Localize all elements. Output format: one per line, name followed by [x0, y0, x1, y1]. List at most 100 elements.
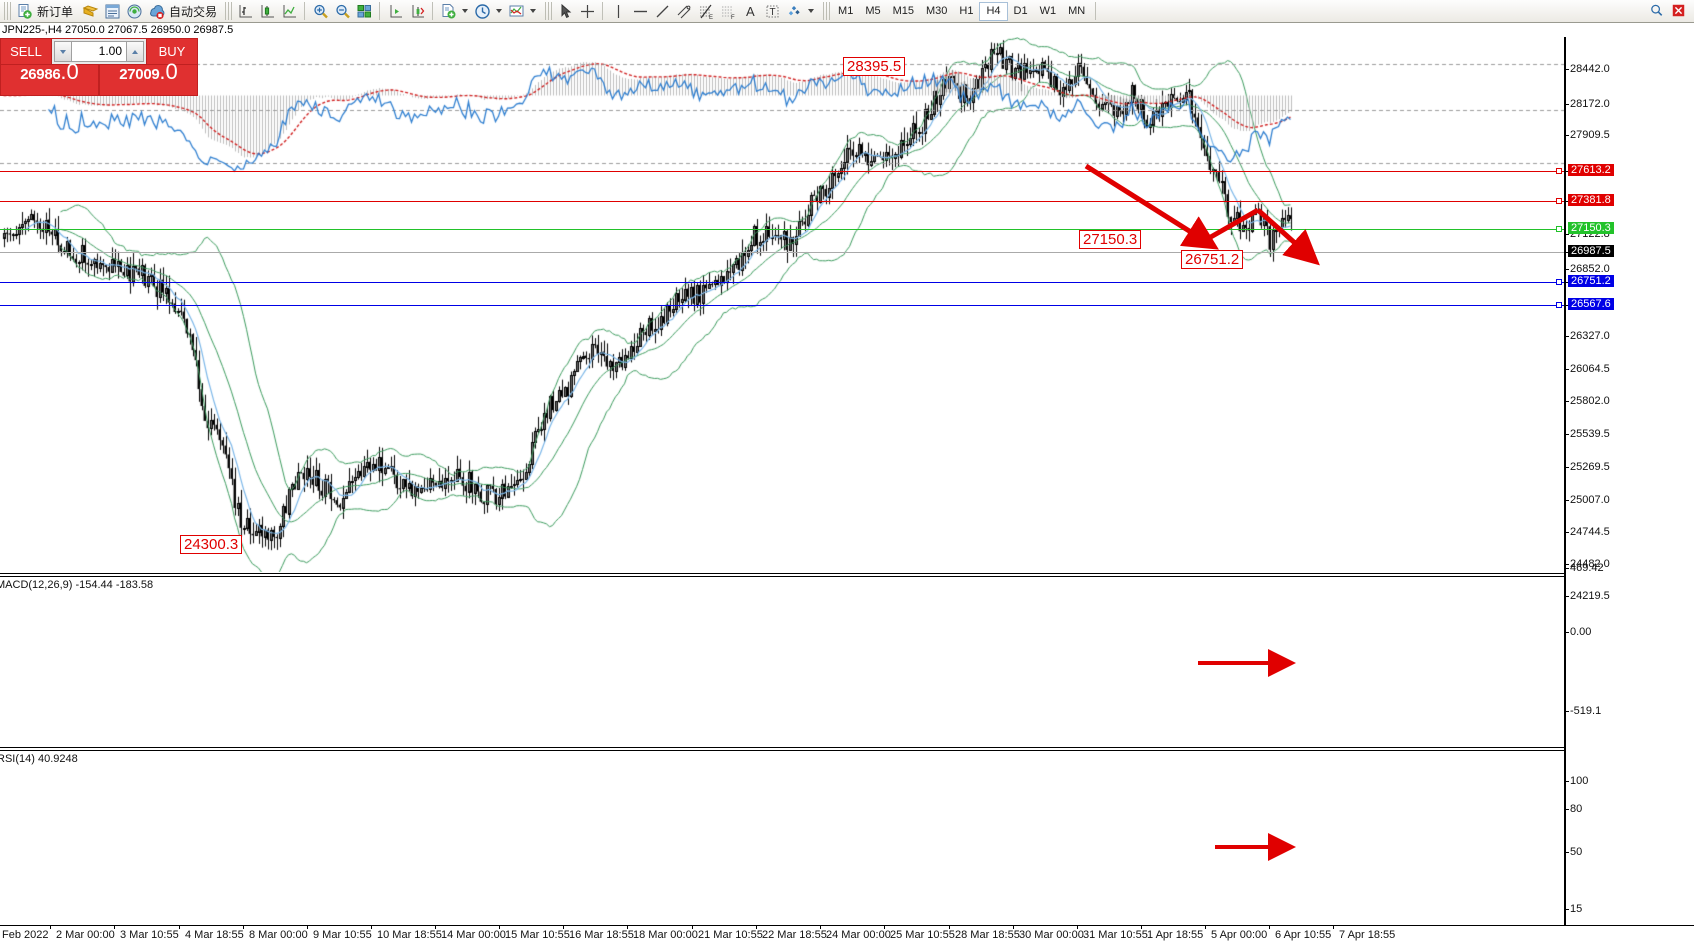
timeframe-mn[interactable]: MN: [1068, 5, 1086, 17]
timeframe-m30[interactable]: M30: [926, 5, 948, 17]
new-order-label[interactable]: 新订单: [37, 4, 74, 19]
time-axis-label: 18 Mar 00:00: [627, 925, 698, 941]
cursor-icon[interactable]: [554, 1, 576, 22]
macd-axis-tick: 469.42: [1566, 562, 1604, 574]
level-line-resistance-1[interactable]: [0, 171, 1564, 172]
price-axis-badge[interactable]: 26751.2: [1568, 275, 1614, 287]
line-chart-icon[interactable]: [278, 1, 300, 22]
one-click-trading-panel[interactable]: SELL 1.00 BUY 26986 .0 27009 .0: [0, 38, 198, 96]
macd-indicator-label[interactable]: MACD(12,26,9) -154.44 -183.58: [0, 579, 154, 591]
templates-dropdown-caret[interactable]: [530, 9, 537, 13]
annotation-swing-low[interactable]: 24300.3: [180, 535, 243, 554]
price-axis-badge[interactable]: 27381.8: [1568, 194, 1614, 206]
volume-increment-button[interactable]: [126, 41, 144, 62]
indicators-dropdown-caret[interactable]: [462, 9, 469, 13]
fibonacci-icon[interactable]: E: [695, 1, 717, 22]
level-line-support-blue-1[interactable]: [0, 282, 1564, 283]
volume-input[interactable]: 1.00: [72, 41, 126, 62]
new-order-icon[interactable]: [13, 1, 35, 22]
price-axis-badge[interactable]: 26567.6: [1568, 298, 1614, 310]
level-line-support-green[interactable]: [0, 229, 1564, 230]
close-icon[interactable]: [1668, 1, 1690, 22]
chart-shift-icon[interactable]: [384, 1, 406, 22]
crosshair-icon[interactable]: [576, 1, 598, 22]
candlestick-chart-icon[interactable]: [256, 1, 278, 22]
price-axis-badge[interactable]: 27150.3: [1568, 222, 1614, 234]
ask-price-decimal: .0: [159, 59, 178, 84]
equidistant-icon[interactable]: [673, 1, 695, 22]
price-axis[interactable]: 28442.028172.027909.527613.227381.827122…: [1564, 24, 1694, 945]
auto-scroll-icon[interactable]: [406, 1, 428, 22]
time-axis-label: 6 Apr 10:55: [1268, 925, 1332, 941]
chart-area[interactable]: 28395.5 27150.3 26751.2 24300.3 MACD(12,…: [0, 24, 1694, 945]
data-window-icon[interactable]: [101, 1, 123, 22]
timeframe-m15[interactable]: M15: [892, 5, 914, 17]
svg-text:T: T: [769, 7, 775, 18]
price-axis-tick: 27909.5: [1566, 129, 1610, 141]
price-axis-tick: 25269.5: [1566, 461, 1610, 473]
level-handle-resistance-1[interactable]: [1556, 168, 1562, 174]
time-axis-label: Feb 2022: [2, 929, 49, 941]
autotrading-label[interactable]: 自动交易: [169, 4, 218, 19]
time-axis-label: 3 Mar 10:55: [114, 925, 179, 941]
annotation-high[interactable]: 28395.5: [843, 57, 906, 76]
bid-price[interactable]: 26986 .0: [0, 61, 99, 96]
text-icon[interactable]: A: [739, 1, 761, 22]
toolbar-grip-3[interactable]: [545, 2, 553, 20]
volume-field[interactable]: 1.00: [52, 38, 146, 65]
bar-chart-icon[interactable]: [234, 1, 256, 22]
periods-icon[interactable]: [471, 1, 493, 22]
objects-dropdown-caret[interactable]: [808, 9, 815, 13]
price-axis-badge[interactable]: 26987.5: [1568, 245, 1614, 257]
level-handle-support-green[interactable]: [1556, 226, 1562, 232]
navigator-icon[interactable]: [123, 1, 145, 22]
level-handle-support-blue-2[interactable]: [1556, 302, 1562, 308]
annotation-green-level[interactable]: 27150.3: [1079, 230, 1142, 249]
rsi-pane-canvas[interactable]: [0, 24, 1564, 194]
hline-icon[interactable]: [629, 1, 651, 22]
zoom-in-icon[interactable]: [309, 1, 331, 22]
time-axis-label: 30 Mar 00:00: [1013, 925, 1084, 941]
vline-icon[interactable]: [607, 1, 629, 22]
time-axis[interactable]: Feb 2022 2 Mar 00:00 3 Mar 10:55 4 Mar 18:5…: [0, 925, 1694, 945]
level-handle-resistance-2[interactable]: [1556, 198, 1562, 204]
volume-decrement-button[interactable]: [54, 41, 72, 62]
level-handle-support-blue-1[interactable]: [1556, 279, 1562, 285]
fibonacci-fan-icon[interactable]: F: [717, 1, 739, 22]
search-icon[interactable]: [1646, 1, 1668, 22]
toolbar-grip[interactable]: [4, 2, 11, 20]
timeframe-m5[interactable]: M5: [865, 5, 881, 17]
text-label-icon[interactable]: T: [761, 1, 783, 22]
toolbar-grip-4[interactable]: [823, 2, 831, 20]
templates-icon[interactable]: [505, 1, 527, 22]
timeframe-h4[interactable]: H4: [979, 1, 1008, 21]
rsi-axis-tick: 50: [1565, 846, 1583, 858]
time-axis-label: 28 Mar 18:55: [949, 925, 1020, 941]
indicators-icon[interactable]: [437, 1, 459, 22]
buy-button[interactable]: BUY: [146, 38, 198, 65]
level-line-support-blue-2[interactable]: [0, 305, 1564, 306]
timeframe-m1[interactable]: M1: [838, 5, 854, 17]
level-line-last-price[interactable]: [0, 252, 1564, 253]
time-axis-label: 9 Mar 10:55: [307, 925, 372, 941]
annotation-low-recent[interactable]: 26751.2: [1181, 250, 1244, 269]
level-line-resistance-2[interactable]: [0, 201, 1564, 202]
rsi-indicator-label[interactable]: RSI(14) 40.9248: [0, 753, 78, 765]
trendline-icon[interactable]: [651, 1, 673, 22]
ask-price[interactable]: 27009 .0: [99, 59, 198, 96]
objects-icon[interactable]: [783, 1, 805, 22]
timeframe-d1[interactable]: D1: [1013, 5, 1028, 17]
time-axis-label: 7 Apr 18:55: [1332, 925, 1396, 941]
tile-windows-icon[interactable]: [353, 1, 375, 22]
timeframe-w1[interactable]: W1: [1039, 5, 1057, 17]
toolbar-grip-2[interactable]: [225, 2, 233, 20]
pane-separator-price-macd: [0, 573, 1694, 574]
periods-dropdown-caret[interactable]: [496, 9, 503, 13]
folder-icon[interactable]: [79, 1, 101, 22]
sell-button[interactable]: SELL: [0, 38, 52, 65]
zoom-out-icon[interactable]: [331, 1, 353, 22]
price-axis-tick: 28172.0: [1566, 98, 1610, 110]
timeframe-h1[interactable]: H1: [959, 5, 974, 17]
price-axis-badge[interactable]: 27613.2: [1568, 164, 1614, 176]
autotrading-icon[interactable]: [145, 1, 167, 22]
